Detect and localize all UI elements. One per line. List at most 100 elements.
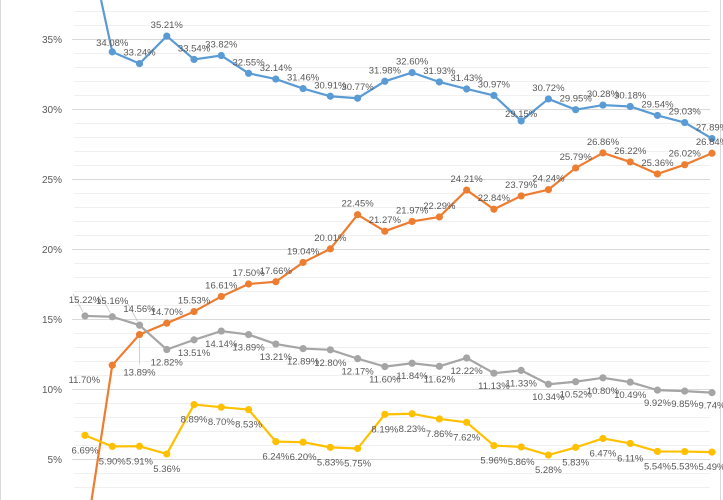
data-label: 32.60% (396, 57, 429, 68)
data-point (244, 69, 253, 77)
data-point (326, 443, 334, 451)
data-label: 5.36% (153, 464, 180, 475)
data-point (626, 102, 634, 111)
data-point (517, 443, 525, 451)
data-point (681, 447, 689, 456)
data-label: 14.56% (123, 304, 156, 315)
data-label: 14.70% (151, 307, 184, 318)
data-label: 31.93% (423, 66, 456, 77)
data-label: 31.98% (369, 65, 402, 76)
data-label: 30.28% (587, 89, 620, 100)
data-point (381, 410, 389, 418)
data-point (135, 321, 144, 329)
data-point (572, 164, 580, 172)
data-label: 13.89% (123, 368, 156, 379)
series-line-1 (99, 0, 713, 140)
data-point (326, 346, 334, 354)
data-label: 8.19% (371, 424, 398, 435)
data-label: 6.20% (290, 452, 317, 463)
data-label: 17.66% (260, 266, 293, 277)
data-label: 30.97% (478, 79, 511, 90)
data-label: 9.92% (644, 398, 671, 409)
data-point (626, 378, 634, 386)
data-label: 33.24% (123, 48, 156, 59)
data-point (708, 389, 716, 397)
data-point (217, 292, 225, 301)
y-tick-label: 10% (42, 385, 62, 396)
data-point (135, 442, 144, 450)
data-label: 8.23% (399, 424, 426, 435)
data-point (517, 117, 525, 125)
data-point (163, 345, 171, 354)
data-label: 5.49% (699, 462, 723, 473)
data-point (653, 447, 662, 456)
data-label: 12.80% (314, 358, 347, 369)
data-point (299, 344, 307, 353)
data-point (354, 211, 362, 219)
data-point (544, 186, 553, 194)
data-label: 12.17% (341, 367, 374, 378)
data-label: 6.69% (72, 445, 99, 456)
data-label: 25.36% (641, 158, 674, 169)
data-point (81, 312, 89, 320)
data-label: 12.89% (287, 357, 320, 368)
data-point (135, 60, 144, 68)
data-point (190, 336, 198, 344)
data-label: 5.86% (508, 457, 535, 468)
data-point (299, 438, 307, 446)
data-point (463, 186, 471, 194)
data-point (163, 32, 171, 40)
data-label: 7.86% (426, 429, 453, 440)
data-point (244, 330, 253, 339)
data-point (653, 111, 662, 120)
data-label: 9.74% (699, 401, 723, 412)
label-leader-lines (72, 293, 140, 365)
data-label: 5.91% (126, 456, 153, 467)
data-point (217, 327, 225, 335)
data-point (544, 95, 553, 103)
data-point (381, 363, 389, 371)
data-point (708, 149, 716, 157)
data-label: 21.27% (369, 215, 402, 226)
leader-line (99, 294, 111, 313)
data-point (408, 217, 416, 226)
data-label: 14.14% (205, 339, 238, 350)
data-point (108, 361, 116, 369)
data-point (435, 213, 443, 221)
data-point (463, 354, 471, 362)
data-label: 8.70% (208, 417, 235, 428)
data-point (490, 369, 498, 377)
data-point (408, 359, 416, 367)
data-label: 17.50% (232, 268, 265, 279)
data-label: 32.14% (260, 63, 293, 74)
data-point (572, 443, 580, 451)
y-tick-label: 25% (42, 175, 62, 186)
data-point (626, 439, 634, 448)
data-label: 12.22% (451, 366, 484, 377)
data-label: 23.79% (505, 180, 538, 191)
data-point (517, 366, 525, 374)
y-tick-label: 5% (48, 455, 63, 466)
data-label: 16.61% (205, 280, 238, 291)
series-line-4 (84, 403, 713, 457)
data-label: 10.34% (532, 392, 565, 403)
data-point (135, 330, 144, 339)
data-point (572, 106, 580, 114)
data-label: 15.53% (178, 296, 211, 307)
data-point (381, 77, 389, 85)
data-point (354, 444, 362, 453)
data-label: 11.84% (396, 371, 428, 382)
data-label: 19.04% (287, 246, 320, 257)
data-point (272, 340, 280, 348)
data-label: 35.21% (151, 20, 184, 31)
data-label: 24.21% (451, 174, 484, 185)
data-label: 10.52% (560, 390, 593, 401)
data-label: 22.29% (423, 201, 456, 212)
data-label: 15.16% (96, 296, 129, 307)
data-label: 13.51% (178, 348, 211, 359)
data-point (435, 362, 443, 370)
data-label: 5.28% (535, 465, 562, 476)
data-label: 5.54% (644, 461, 671, 472)
data-point (108, 48, 116, 56)
